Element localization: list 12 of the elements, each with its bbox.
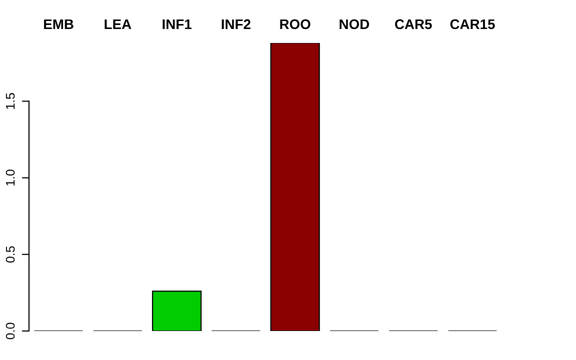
x-tick-label: INF2 bbox=[222, 19, 250, 30]
x-tick-label: CAR15 bbox=[450, 19, 495, 30]
y-tick-label: 1.5 bbox=[6, 93, 15, 109]
x-tick-label: EMB bbox=[44, 19, 74, 30]
x-tick-label: LEA bbox=[104, 19, 132, 30]
y-tick-label: 1.0 bbox=[6, 170, 15, 186]
x-tick-label: CAR5 bbox=[395, 19, 432, 30]
x-tick-label: NOD bbox=[340, 19, 370, 30]
y-tick-label: 0.5 bbox=[6, 246, 15, 263]
x-tick-label: INF1 bbox=[162, 19, 192, 30]
y-tick-label: 0.0 bbox=[6, 322, 15, 340]
x-tick-label: ROO bbox=[280, 19, 310, 30]
